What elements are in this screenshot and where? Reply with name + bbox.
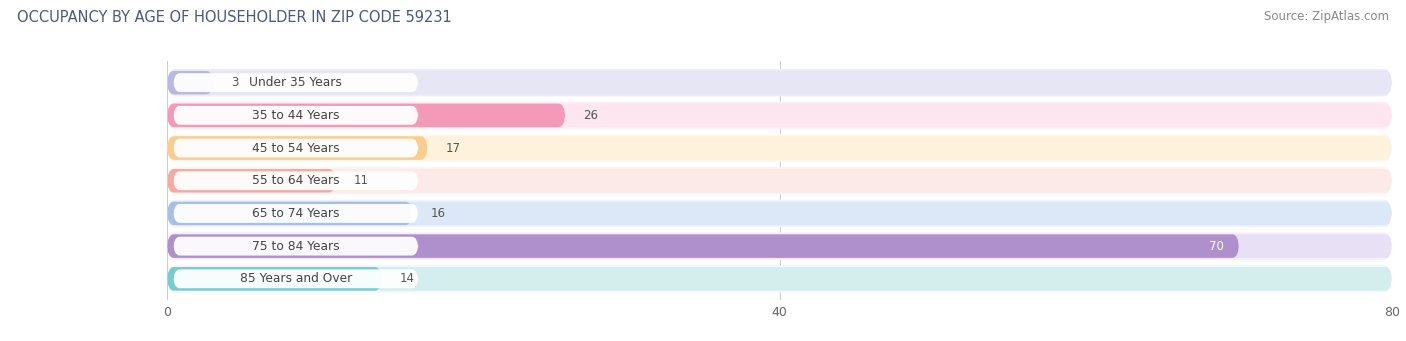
FancyBboxPatch shape (167, 134, 1392, 162)
Text: 11: 11 (354, 174, 368, 187)
Text: 55 to 64 Years: 55 to 64 Years (252, 174, 340, 187)
Text: 26: 26 (583, 109, 599, 122)
Text: 75 to 84 Years: 75 to 84 Years (252, 240, 340, 253)
FancyBboxPatch shape (167, 136, 1392, 160)
FancyBboxPatch shape (167, 169, 1392, 193)
FancyBboxPatch shape (173, 138, 418, 158)
FancyBboxPatch shape (167, 267, 1392, 291)
FancyBboxPatch shape (167, 234, 1239, 258)
Text: 70: 70 (1209, 240, 1223, 253)
Text: 85 Years and Over: 85 Years and Over (239, 272, 352, 285)
Text: OCCUPANCY BY AGE OF HOUSEHOLDER IN ZIP CODE 59231: OCCUPANCY BY AGE OF HOUSEHOLDER IN ZIP C… (17, 10, 451, 25)
FancyBboxPatch shape (167, 136, 427, 160)
FancyBboxPatch shape (173, 204, 418, 223)
FancyBboxPatch shape (173, 269, 418, 288)
FancyBboxPatch shape (167, 265, 1392, 293)
FancyBboxPatch shape (173, 106, 418, 125)
FancyBboxPatch shape (167, 104, 1392, 127)
Text: 65 to 74 Years: 65 to 74 Years (252, 207, 339, 220)
Text: 17: 17 (446, 142, 461, 154)
Text: 35 to 44 Years: 35 to 44 Years (252, 109, 339, 122)
FancyBboxPatch shape (167, 69, 1392, 97)
FancyBboxPatch shape (173, 171, 418, 190)
FancyBboxPatch shape (167, 233, 1392, 260)
FancyBboxPatch shape (167, 167, 1392, 194)
FancyBboxPatch shape (167, 202, 1392, 225)
FancyBboxPatch shape (167, 71, 1392, 94)
FancyBboxPatch shape (173, 73, 418, 92)
FancyBboxPatch shape (167, 71, 214, 94)
Text: 45 to 54 Years: 45 to 54 Years (252, 142, 340, 154)
Text: 14: 14 (399, 272, 415, 285)
FancyBboxPatch shape (167, 267, 381, 291)
Text: 16: 16 (430, 207, 446, 220)
FancyBboxPatch shape (167, 169, 336, 193)
FancyBboxPatch shape (167, 202, 412, 225)
Text: 3: 3 (232, 76, 239, 89)
FancyBboxPatch shape (167, 104, 565, 127)
FancyBboxPatch shape (167, 234, 1392, 258)
Text: Source: ZipAtlas.com: Source: ZipAtlas.com (1264, 10, 1389, 23)
FancyBboxPatch shape (167, 102, 1392, 129)
Text: Under 35 Years: Under 35 Years (249, 76, 342, 89)
FancyBboxPatch shape (173, 237, 418, 255)
FancyBboxPatch shape (167, 200, 1392, 227)
